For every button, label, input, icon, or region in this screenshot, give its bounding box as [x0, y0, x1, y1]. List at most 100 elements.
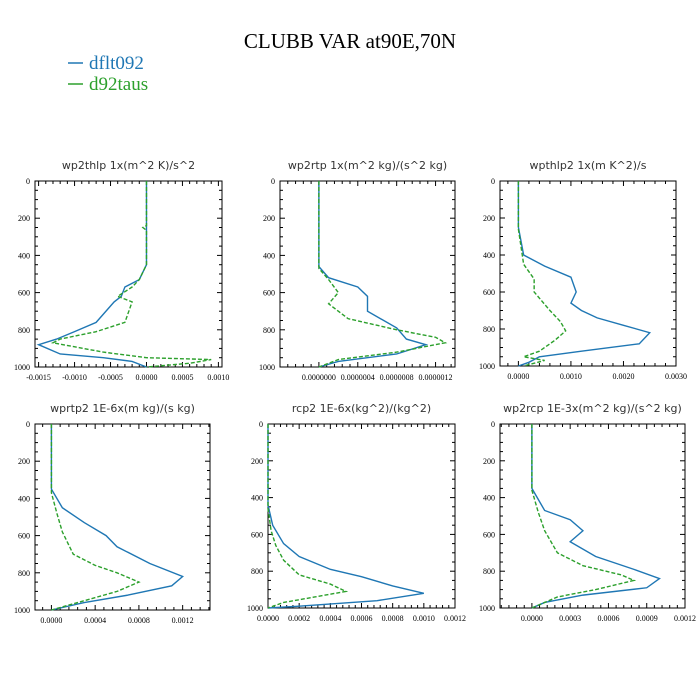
- x-tick-label: 0.0004: [319, 614, 341, 623]
- x-tick-label: 0.0008: [382, 614, 404, 623]
- y-tick-label: 600: [263, 289, 275, 298]
- panel-frame: [499, 180, 677, 367]
- panel-title: rcp2 1E-6x(kg^2)/(kg^2): [292, 402, 431, 415]
- x-tick-label: 0.0004: [84, 616, 106, 625]
- y-tick-label: 800: [483, 325, 495, 334]
- y-tick-label: 200: [18, 457, 30, 466]
- y-tick-label: 600: [483, 288, 495, 297]
- y-tick-label: 1000: [479, 362, 495, 371]
- y-tick-label: 1000: [14, 363, 30, 372]
- series-d92taus: [318, 181, 448, 368]
- panel-4: wprtp2 1E-6x(m kg)/(s kg) 0 200 400 600 800 10…: [14, 402, 211, 625]
- y-tick-label: 600: [483, 530, 495, 539]
- y-tick-label: 1000: [259, 363, 275, 372]
- x-tick-label: 0.0000: [257, 614, 279, 623]
- panel-title: wprtp2 1E-6x(m kg)/(s kg): [50, 402, 195, 415]
- x-tick-label: 0.0030: [665, 372, 687, 381]
- x-tick-label: 0.0000: [40, 616, 62, 625]
- y-tick-label: 600: [251, 530, 263, 539]
- panel-title: wp2rtp 1x(m^2 kg)/(s^2 kg): [288, 159, 447, 172]
- x-tick-label: 0.0008: [128, 616, 150, 625]
- series-dflt092: [50, 424, 185, 611]
- x-tick-label: 0.0020: [612, 372, 634, 381]
- panel-frame: [267, 423, 456, 609]
- legend: dflt092 d92taus: [68, 53, 148, 95]
- series-dflt092: [36, 181, 148, 368]
- panel-frame: [34, 180, 223, 368]
- series-dflt092: [318, 181, 429, 368]
- x-tick-label: 0.0002: [288, 614, 310, 623]
- x-tick-label: 0.0000008: [380, 373, 414, 382]
- y-tick-label: 400: [483, 494, 495, 503]
- y-tick-label: 400: [18, 494, 30, 503]
- y-tick-label: 800: [251, 567, 263, 576]
- x-tick-label: -0.0005: [98, 373, 123, 382]
- x-tick-label: 0.0000004: [341, 373, 375, 382]
- panel-5: rcp2 1E-6x(kg^2)/(kg^2) 0 200 400 600 800 1000…: [247, 402, 466, 623]
- series-d92taus: [267, 424, 349, 609]
- y-tick-label: 200: [483, 457, 495, 466]
- x-tick-label: 0.0010: [207, 373, 229, 382]
- y-tick-label: 200: [18, 214, 30, 223]
- series-dflt092: [517, 181, 652, 367]
- x-tick-label: 0.0012: [444, 614, 466, 623]
- y-tick-label: 800: [483, 567, 495, 576]
- y-tick-label: 800: [263, 326, 275, 335]
- x-tick-label: 0.0000000: [302, 373, 336, 382]
- figure-title: CLUBB VAR at90E,70N: [244, 29, 456, 53]
- x-tick-label: 0.0005: [171, 373, 193, 382]
- y-tick-label: 600: [18, 289, 30, 298]
- x-tick-label: 0.0003: [559, 614, 581, 623]
- y-tick-label: 1000: [247, 604, 263, 613]
- x-tick-label: 0.0006: [351, 614, 373, 623]
- y-tick-label: 800: [18, 326, 30, 335]
- y-tick-label: 200: [263, 214, 275, 223]
- y-tick-label: 200: [483, 214, 495, 223]
- y-tick-label: 0: [271, 177, 275, 186]
- panel-frame: [279, 180, 456, 368]
- x-tick-label: -0.0010: [62, 373, 87, 382]
- series-d92taus: [50, 181, 212, 368]
- series-d92taus: [517, 181, 567, 367]
- panel-frame: [34, 423, 211, 611]
- legend-label-dflt092: dflt092: [89, 53, 144, 74]
- panel-title: wp2thlp 1x(m^2 K)/s^2: [62, 159, 195, 172]
- y-tick-label: 400: [18, 251, 30, 260]
- y-tick-label: 600: [18, 532, 30, 541]
- x-tick-label: 0.0010: [560, 372, 582, 381]
- y-tick-label: 0: [491, 420, 495, 429]
- y-tick-label: 0: [259, 420, 263, 429]
- panels: wp2thlp 1x(m^2 K)/s^202004006008001000-0…: [14, 159, 696, 625]
- series-d92taus: [531, 424, 637, 609]
- x-tick-label: 0.0000: [507, 372, 529, 381]
- legend-label-d92taus: d92taus: [89, 74, 148, 95]
- y-tick-label: 0: [26, 177, 30, 186]
- y-tick-label: 0: [491, 177, 495, 186]
- x-tick-label: 0.0010: [413, 614, 435, 623]
- x-tick-label: 0.0012: [674, 614, 696, 623]
- y-tick-label: 0: [26, 420, 30, 429]
- panel-2: wp2rtp 1x(m^2 kg)/(s^2 kg) 0 200 400 600 800 1…: [259, 159, 456, 382]
- panel-title: wp2rcp 1E-3x(m^2 kg)/(s^2 kg): [503, 402, 682, 415]
- y-tick-label: 1000: [14, 606, 30, 615]
- x-tick-label: 0.0000012: [419, 373, 453, 382]
- y-tick-label: 400: [483, 251, 495, 260]
- panel-6: wp2rcp 1E-3x(m^2 kg)/(s^2 kg) 0 200 400 600 8…: [479, 402, 696, 623]
- y-tick-label: 800: [18, 569, 30, 578]
- y-tick-label: 200: [251, 457, 263, 466]
- x-tick-label: -0.0015: [26, 373, 51, 382]
- panel-3: wpthlp2 1x(m K^2)/s 0 200 400 600 800 1000 0.00…: [479, 159, 687, 381]
- x-tick-label: 0.0000: [521, 614, 543, 623]
- y-tick-label: 400: [251, 494, 263, 503]
- y-tick-label: 400: [263, 251, 275, 260]
- series-dflt092: [267, 424, 424, 609]
- series-d92taus: [50, 424, 141, 611]
- x-tick-label: 0.0000: [135, 373, 157, 382]
- series-dflt092: [531, 424, 661, 609]
- panel-title: wpthlp2 1x(m K^2)/s: [530, 159, 647, 172]
- x-tick-label: 0.0009: [636, 614, 658, 623]
- x-tick-label: 0.0006: [597, 614, 619, 623]
- panel-1: wp2thlp 1x(m^2 K)/s^202004006008001000-0…: [14, 159, 229, 382]
- y-tick-label: 1000: [479, 604, 495, 613]
